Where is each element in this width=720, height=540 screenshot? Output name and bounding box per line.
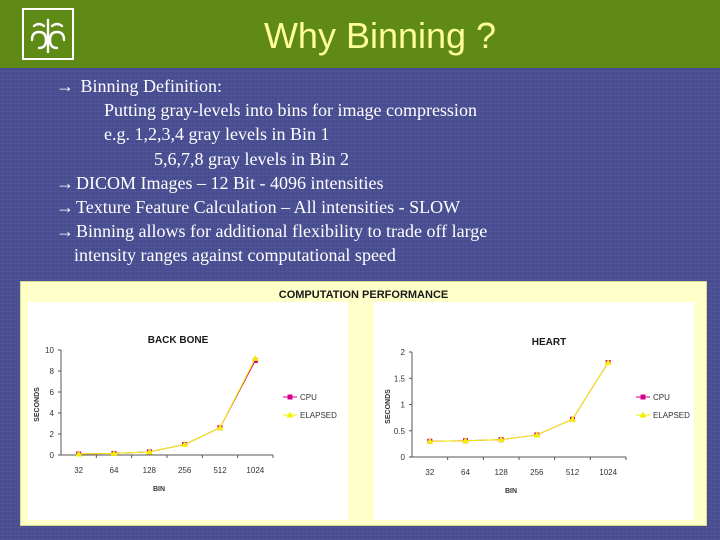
elapsed-point	[604, 359, 612, 365]
bullet-line: intensity ranges against computational s…	[56, 243, 696, 267]
y-tick-label: 1	[401, 401, 406, 410]
x-tick-label: 1024	[246, 466, 264, 475]
y-tick-label: 2	[401, 348, 406, 357]
chart-title: BACK BONE	[148, 335, 209, 346]
x-tick-label: 256	[178, 466, 192, 475]
bullet-line: e.g. 1,2,3,4 gray levels in Bin 1	[56, 122, 696, 146]
x-tick-label: 64	[110, 466, 119, 475]
bullet-text: Texture Feature Calculation – All intens…	[76, 197, 461, 218]
legend-marker	[286, 411, 294, 418]
legend-label: ELAPSED	[653, 411, 690, 420]
bullet-text: intensity ranges against computational s…	[74, 245, 396, 266]
x-tick-label: 128	[143, 466, 157, 475]
y-tick-label: 1.5	[394, 374, 406, 383]
x-tick-label: 32	[425, 468, 434, 477]
bullet-text: 5,6,7,8 gray levels in Bin 2	[154, 148, 349, 169]
arrow-icon: →	[56, 76, 74, 96]
legend-marker	[639, 411, 647, 418]
elapsed-point	[110, 449, 118, 456]
legend-marker	[640, 394, 646, 400]
elapsed-point	[533, 431, 541, 438]
elapsed-point	[251, 354, 259, 361]
chart-title: HEART	[532, 337, 566, 348]
elapsed-point	[462, 437, 469, 444]
x-tick-label: 128	[494, 468, 508, 477]
bullet-text: DICOM Images – 12 Bit - 4096 intensities	[76, 172, 384, 193]
series-line-cpu	[78, 360, 256, 455]
slide-header: Why Binning ?	[0, 0, 720, 68]
y-tick-label: 0.5	[394, 427, 406, 436]
x-tick-label: 1024	[599, 468, 617, 477]
arrow-icon: →	[56, 197, 74, 218]
y-axis-label: SECONDS	[385, 389, 392, 424]
legend-label: ELAPSED	[300, 411, 337, 420]
legend-marker	[287, 394, 293, 400]
elapsed-point	[181, 441, 189, 447]
y-axis-label: SECONDS	[34, 387, 41, 422]
legend-label: CPU	[653, 393, 670, 402]
y-tick-label: 8	[50, 367, 55, 376]
arrow-icon: →	[56, 221, 74, 242]
x-tick-label: 512	[566, 468, 580, 477]
bullet-text: Putting gray-levels into bins for image …	[104, 100, 477, 121]
y-tick-label: 2	[50, 430, 55, 439]
bullet-list: → Binning Definition: Putting gray-level…	[56, 74, 696, 268]
elapsed-point	[75, 450, 83, 457]
x-axis-label: BIN	[153, 486, 165, 493]
elapsed-point	[145, 448, 153, 455]
bullet-line: → Binning Definition:	[56, 74, 696, 98]
bullet-line: → Binning allows for additional flexibili…	[56, 219, 696, 243]
series-line-elapsed	[429, 362, 609, 442]
y-tick-label: 4	[50, 409, 55, 418]
backbone-chart: BACK BONE 0 2 4 6 8 10 32 64 128 256 512 1024 BIN SECO…	[28, 302, 348, 520]
x-tick-label: 32	[74, 466, 83, 475]
heart-chart-svg: HEART 0 0.5 1 1.5 2 32 64 128 256 512 1024 BIN SECOND…	[385, 337, 690, 495]
y-tick-label: 6	[50, 388, 55, 397]
series-line-cpu	[429, 362, 609, 442]
bullet-line: → DICOM Images – 12 Bit - 4096 intensitie…	[56, 171, 696, 195]
y-tick-label: 0	[50, 451, 55, 460]
elapsed-point	[497, 436, 505, 443]
arrow-icon: →	[56, 172, 74, 193]
bullet-line: Putting gray-levels into bins for image …	[56, 98, 696, 122]
x-tick-label: 256	[530, 468, 544, 477]
university-logo-icon	[22, 8, 74, 60]
x-axis-label: BIN	[505, 488, 517, 495]
y-tick-label: 10	[45, 346, 54, 355]
series-line-elapsed	[78, 358, 256, 455]
computation-performance-panel: COMPUTATION PERFORMANCE BACK BONE 0 2 4 6 8 10…	[20, 281, 707, 526]
bullet-text: Binning Definition:	[76, 76, 223, 96]
elapsed-point	[426, 437, 434, 444]
bullet-line: 5,6,7,8 gray levels in Bin 2	[56, 147, 696, 171]
elapsed-point	[216, 424, 224, 431]
bullet-text: Binning allows for additional flexibilit…	[76, 221, 488, 242]
backbone-chart-svg: BACK BONE 0 2 4 6 8 10 32 64 128 256 512 1024 BIN SECO…	[34, 335, 337, 493]
legend-label: CPU	[300, 393, 317, 402]
y-tick-label: 0	[401, 453, 406, 462]
slide-title: Why Binning ?	[263, 15, 497, 56]
elapsed-point	[569, 415, 576, 422]
bullet-text: e.g. 1,2,3,4 gray levels in Bin 1	[104, 124, 330, 145]
panel-title: COMPUTATION PERFORMANCE	[278, 289, 449, 301]
heart-chart: HEART 0 0.5 1 1.5 2 32 64 128 256 512 1024 BIN SECOND…	[374, 302, 694, 520]
bullet-line: → Texture Feature Calculation – All inten…	[56, 195, 696, 219]
x-tick-label: 64	[461, 468, 470, 477]
x-tick-label: 512	[213, 466, 227, 475]
